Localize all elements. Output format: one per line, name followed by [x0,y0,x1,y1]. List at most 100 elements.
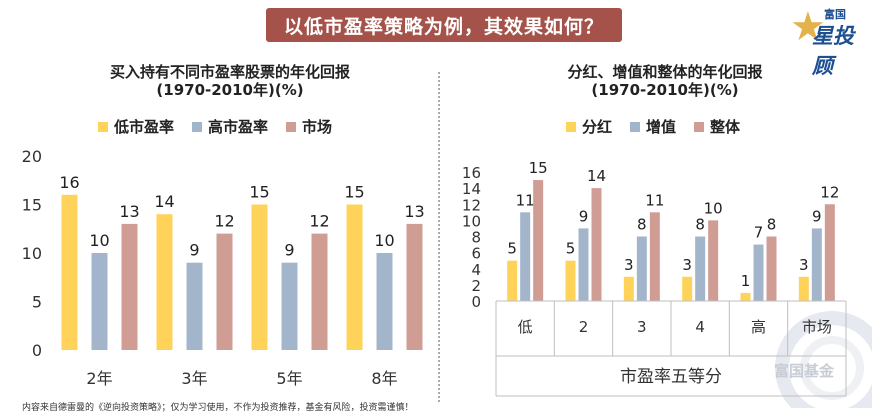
legend-item: 低市盈率 [98,116,174,137]
data-label: 13 [404,202,424,221]
right-chart-subtitle: (1970-2010年)(%) [591,81,739,99]
bar [649,212,660,301]
bar [61,194,78,350]
legend-swatch [630,121,641,132]
data-label: 11 [516,191,535,209]
y-tick-label: 10 [22,244,42,263]
data-label: 9 [579,207,589,225]
x-tick-label: 高 [751,318,766,336]
data-label: 14 [587,167,606,185]
bar [186,262,203,350]
brand-logo: ★ 富国 星投顾 [790,4,872,78]
bar [251,204,268,350]
bar [740,292,751,301]
data-label: 3 [624,256,634,274]
y-tick-label: 8 [471,229,481,247]
y-tick-label: 4 [471,261,481,279]
bar [798,276,809,301]
data-label: 7 [754,224,764,242]
legend-label: 高市盈率 [208,118,269,136]
data-label: 10 [374,231,394,250]
data-label: 8 [767,216,777,234]
bar [766,236,777,301]
logo-top-text: 富国 [824,8,846,21]
legend-swatch [566,121,576,132]
legend-swatch [192,121,203,132]
vertical-divider [438,72,440,402]
legend-label: 市场 [302,118,333,136]
y-tick-label: 12 [462,196,481,214]
x-tick-label: 2 [579,318,589,336]
bar [376,253,393,350]
x-tick-label: 市场 [802,318,832,336]
data-label: 12 [309,212,329,231]
y-tick-label: 10 [462,212,481,230]
x-axis-label: 市盈率五等分 [620,367,722,387]
x-tick-label: 3年 [181,369,207,388]
watermark-text: 富国基金 [774,362,835,380]
data-label: 12 [820,183,839,201]
legend-item: 分红 [566,116,612,137]
right-chart-title-block: 分红、增值和整体的年化回报 (1970-2010年)(%) [460,63,870,99]
data-label: 12 [214,212,234,231]
data-label: 15 [529,159,548,177]
bar [623,276,634,301]
right-chart-legend: 分红 增值 整体 [566,116,758,137]
data-label: 5 [507,240,517,258]
bar [591,188,602,301]
legend-item: 市场 [286,116,332,137]
data-label: 9 [812,207,822,225]
left-chart-subtitle: (1970-2010年)(%) [156,81,304,99]
y-tick-label: 16 [462,164,481,182]
legend-swatch [694,121,705,132]
x-tick-label: 4 [695,318,705,336]
bar [753,244,764,301]
data-label: 13 [119,202,139,221]
bar [682,276,693,301]
data-label: 14 [154,192,174,211]
star-icon: ★ [790,4,826,50]
bar [121,223,138,350]
bar [507,260,518,301]
bar [811,228,822,301]
footnote: 内容来自德雷曼的《逆向投资策略》；仅为学习使用，不作为投资推荐，基金有风险，投资… [22,403,414,413]
bar [824,204,835,301]
left-chart-title: 买入持有不同市盈率股票的年化回报 [109,63,350,81]
bar [533,180,544,301]
legend-swatch [286,121,297,132]
bar [636,236,647,301]
y-tick-label: 20 [22,147,42,166]
bar [91,253,108,350]
data-label: 8 [637,216,647,234]
slide-title-banner: 以低市盈率策略为例，其效果如何？ [266,8,622,42]
y-tick-label: 2 [471,277,481,295]
bar [708,220,719,301]
x-tick-label: 2年 [86,369,112,388]
slide-title: 以低市盈率策略为例，其效果如何？ [283,15,604,38]
x-tick-label: 低 [518,318,533,336]
left-chart-legend: 低市盈率 高市盈率 市场 [98,116,350,137]
data-label: 8 [695,216,705,234]
data-label: 10 [704,199,723,217]
y-tick-label: 6 [471,245,481,263]
legend-label: 整体 [710,118,741,136]
bar [156,214,173,350]
data-label: 11 [645,191,664,209]
y-tick-label: 14 [462,180,481,198]
data-label: 3 [799,256,809,274]
data-label: 15 [344,183,364,202]
legend-item: 高市盈率 [192,116,268,137]
right-chart-title: 分红、增值和整体的年化回报 [567,63,763,81]
data-label: 15 [249,183,269,202]
logo-bottom-text: 星投顾 [812,24,854,78]
data-label: 9 [284,241,294,260]
bar [406,223,423,350]
bar [565,260,576,301]
bar [520,212,531,301]
data-label: 1 [741,272,751,290]
bar [578,228,589,301]
legend-label: 分红 [582,118,613,136]
data-label: 16 [59,173,79,192]
legend-swatch [98,121,108,132]
